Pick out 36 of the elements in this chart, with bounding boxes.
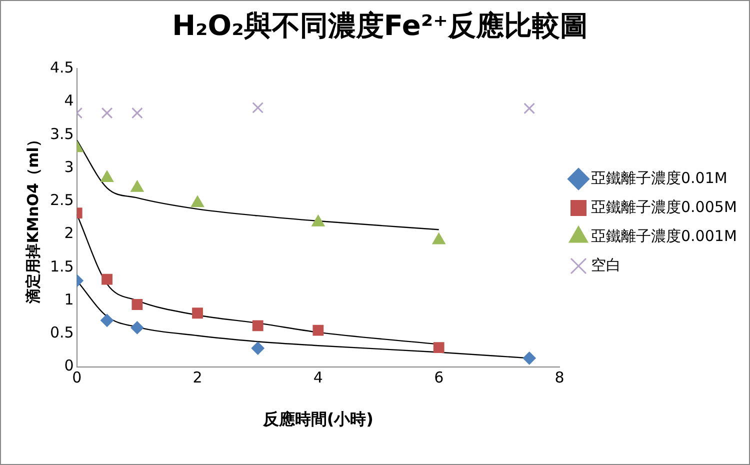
- y-tick-label: 1: [64, 290, 74, 308]
- chart-title: H₂O₂與不同濃度Fe²⁺反應比較圖: [172, 9, 588, 42]
- legend-label: 空白: [591, 256, 621, 274]
- y-tick-label: 1.5: [50, 257, 74, 276]
- x-axis-title: 反應時間(小時): [262, 410, 374, 429]
- y-tick-label: 3: [64, 158, 74, 176]
- point: [252, 320, 264, 332]
- y-axis-title: 滴定用掉KMnO4（ml）: [24, 132, 42, 304]
- y-tick-label: 0: [64, 356, 74, 375]
- x-tick-label: 2: [192, 368, 202, 387]
- x-tick-label: 6: [434, 368, 444, 387]
- legend-label: 亞鐵離子濃度0.005M: [591, 198, 737, 216]
- y-tick-label: 3.5: [50, 124, 74, 143]
- point: [251, 342, 264, 355]
- y-tick-label: 4: [64, 92, 74, 110]
- legend-label: 亞鐵離子濃度0.01M: [591, 168, 728, 187]
- point: [132, 299, 143, 310]
- point: [524, 102, 536, 114]
- point: [522, 352, 536, 365]
- point: [101, 107, 113, 119]
- y-tick-label: 0.5: [50, 324, 74, 342]
- line-series: [76, 140, 440, 230]
- x-tick-label: 8: [554, 368, 564, 387]
- point: [192, 308, 203, 319]
- point: [312, 324, 324, 336]
- point: [433, 342, 444, 354]
- point: [100, 314, 114, 327]
- legend-label: 亞鐵離子濃度0.001M: [591, 226, 737, 245]
- point: [102, 274, 112, 285]
- x-tick-label: 4: [313, 368, 323, 387]
- point: [252, 102, 264, 114]
- point: [130, 321, 144, 334]
- point: [131, 107, 143, 119]
- y-tick-label: 2: [64, 224, 74, 242]
- y-tick-label: 2.5: [50, 191, 74, 210]
- y-tick-label: 4.5: [50, 58, 74, 76]
